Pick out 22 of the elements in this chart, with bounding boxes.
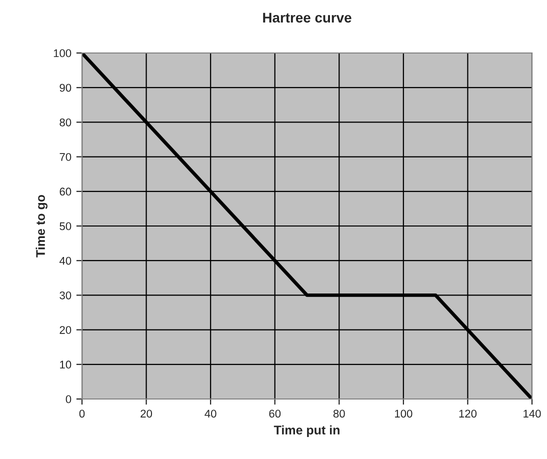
y-tick-label: 90 [60, 84, 72, 92]
x-tick-label: 140 [524, 410, 541, 418]
y-tick-label: 40 [59, 256, 72, 265]
x-axis-title: Time put in [274, 425, 340, 437]
x-tick-label: 100 [395, 410, 412, 418]
x-tick-label: 80 [333, 410, 345, 418]
x-tick-label: 40 [204, 410, 216, 418]
x-tick-label: 60 [269, 410, 281, 418]
y-tick-label: 20 [60, 326, 72, 334]
y-tick-label: 30 [60, 291, 72, 300]
y-axis-title: Time to go [36, 195, 48, 258]
x-tick-label: 20 [140, 410, 152, 418]
chart-title: Hartree curve [263, 12, 352, 23]
y-tick-label: 80 [60, 118, 72, 126]
y-tick-label: 70 [60, 153, 72, 161]
y-tick-label: 0 [66, 395, 72, 404]
x-tick-label: 0 [79, 410, 85, 418]
y-tick-label: 50 [60, 222, 72, 230]
y-tick-label: 60 [60, 188, 72, 196]
x-tick-label: 120 [459, 410, 477, 418]
y-tick-label: 100 [54, 49, 72, 58]
y-tick-label: 10 [60, 360, 72, 369]
